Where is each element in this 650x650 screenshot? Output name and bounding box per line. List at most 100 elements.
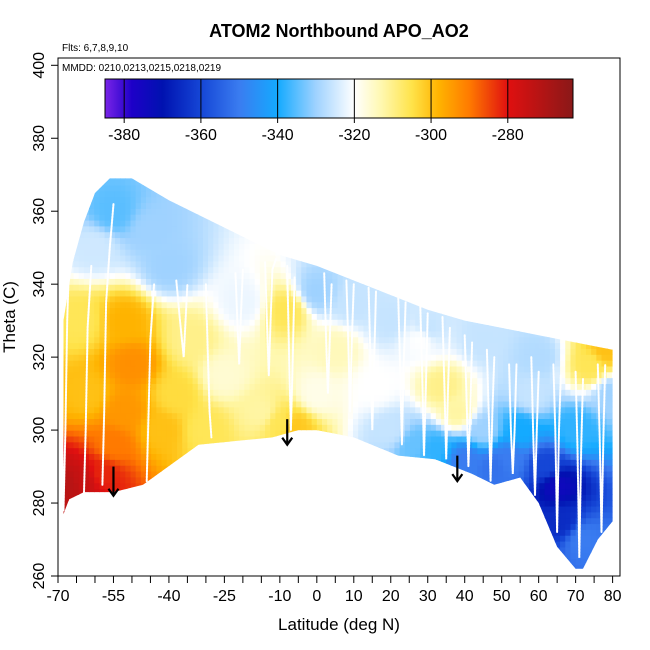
- field-cell: [130, 424, 137, 431]
- field-cell: [580, 564, 587, 569]
- field-cell: [197, 447, 204, 455]
- field-cell: [373, 418, 380, 425]
- field-cell: [316, 406, 323, 414]
- field-cell: [254, 354, 261, 361]
- field-cell: [337, 430, 344, 437]
- field-cell: [146, 266, 152, 274]
- field-cell: [606, 395, 613, 402]
- field-cell: [316, 395, 323, 402]
- field-cell: [368, 313, 375, 320]
- field-cell: [477, 354, 484, 361]
- field-cell: [518, 365, 525, 373]
- field-cell: [373, 435, 380, 443]
- field-cell: [146, 313, 152, 320]
- field-cell: [409, 459, 416, 466]
- field-cell: [135, 214, 142, 221]
- field-cell: [580, 535, 587, 542]
- field-cell: [202, 348, 209, 355]
- field-cell: [73, 383, 80, 390]
- field-cell: [166, 406, 173, 414]
- field-cell: [565, 418, 572, 425]
- field-cell: [611, 342, 613, 349]
- field-cell: [218, 348, 225, 355]
- field-cell: [218, 395, 225, 402]
- field-cell: [534, 500, 540, 507]
- field-cell: [539, 465, 546, 472]
- field-cell: [187, 202, 194, 209]
- field-cell: [554, 406, 561, 414]
- field-cell: [228, 430, 235, 437]
- field-cell: [192, 348, 199, 355]
- field-cell: [296, 406, 302, 414]
- field-cell: [156, 459, 163, 466]
- field-cell: [239, 336, 245, 344]
- field-cell: [280, 371, 287, 379]
- field-cell: [265, 377, 271, 384]
- field-cell: [213, 424, 220, 431]
- field-cell: [353, 272, 359, 279]
- field-cell: [435, 395, 442, 402]
- field-cell: [358, 319, 365, 326]
- field-cell: [135, 208, 142, 215]
- field-cell: [68, 365, 75, 373]
- field-cell: [503, 365, 509, 373]
- field-cell: [135, 290, 142, 297]
- field-cell: [161, 360, 168, 367]
- flight-track: [175, 279, 189, 358]
- field-cell: [316, 365, 323, 373]
- field-cell: [425, 389, 432, 396]
- field-cell: [218, 214, 225, 221]
- field-cell: [296, 354, 302, 361]
- field-cell: [368, 325, 375, 332]
- x-tick-label: -10: [268, 588, 291, 605]
- field-cell: [544, 424, 551, 431]
- field-cell: [130, 179, 137, 186]
- field-cell: [99, 482, 106, 490]
- field-cell: [591, 529, 597, 536]
- field-cell: [368, 278, 375, 285]
- field-cell: [244, 272, 251, 279]
- field-cell: [285, 389, 292, 396]
- field-cell: [280, 360, 287, 367]
- field-cell: [503, 348, 509, 355]
- field-cell: [270, 418, 277, 425]
- field-cell: [554, 383, 561, 390]
- field-cell: [99, 488, 106, 495]
- field-cell: [596, 488, 603, 495]
- field-cell: [151, 225, 157, 233]
- field-cell: [192, 243, 199, 250]
- field-cell: [306, 365, 313, 373]
- field-cell: [156, 231, 163, 239]
- field-cell: [68, 383, 75, 390]
- field-cell: [109, 272, 116, 279]
- field-cell: [73, 237, 80, 244]
- field-cell: [591, 383, 597, 390]
- field-cell: [301, 325, 308, 332]
- field-cell: [549, 441, 556, 449]
- field-cell: [601, 535, 608, 542]
- field-cell: [404, 453, 411, 460]
- field-cell: [554, 389, 561, 396]
- field-cell: [166, 395, 173, 402]
- field-cell: [228, 412, 235, 420]
- field-cell: [306, 272, 313, 279]
- field-cell: [218, 272, 225, 279]
- field-cell: [420, 313, 427, 320]
- field-cell: [342, 395, 349, 402]
- field-cell: [347, 278, 354, 285]
- field-cell: [420, 348, 427, 355]
- field-cell: [233, 383, 240, 390]
- field-cell: [513, 430, 520, 437]
- field-cell: [78, 319, 85, 326]
- field-cell: [187, 453, 194, 460]
- field-cell: [104, 377, 111, 384]
- field-cell: [192, 447, 199, 455]
- field-cell: [213, 301, 220, 309]
- field-cell: [529, 424, 535, 431]
- field-cell: [213, 249, 220, 256]
- field-cell: [430, 441, 437, 449]
- field-cell: [270, 295, 277, 303]
- field-cell: [591, 488, 597, 495]
- field-cell: [151, 360, 157, 367]
- field-cell: [192, 214, 199, 221]
